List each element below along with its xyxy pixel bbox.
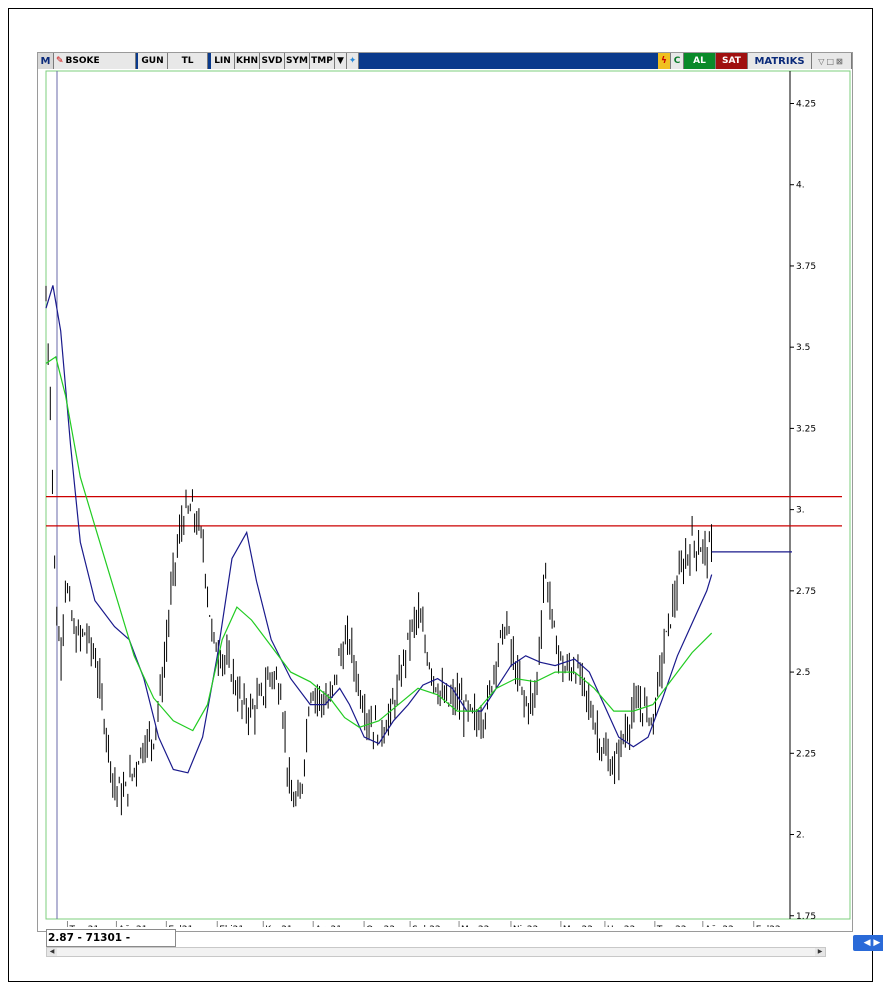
- price-readout: 2.87 - 71301 - 11:58:07: [46, 929, 176, 960]
- y-tick-label: 4.: [796, 181, 805, 191]
- khn-button[interactable]: KHN: [235, 53, 260, 69]
- x-tick-label: Tem21: [68, 925, 99, 927]
- ma-fast-line: [45, 285, 713, 774]
- y-tick-label: 1.75: [796, 912, 816, 922]
- x-tick-label: Ağu21: [118, 925, 147, 927]
- price-bars: [45, 285, 712, 816]
- outer-frame: [8, 8, 873, 982]
- x-tick-label: Şub22: [412, 925, 441, 927]
- x-tick-label: Oca22: [366, 925, 395, 927]
- y-tick-label: 3.75: [796, 262, 816, 272]
- brand-label: MATRIKS: [748, 53, 812, 69]
- x-tick-label: Haz22: [607, 925, 635, 927]
- horizontal-scrollbar[interactable]: ◀ ▶: [46, 947, 826, 957]
- scroll-left-icon[interactable]: ◀: [47, 948, 57, 956]
- chart-window: M ✎ BSOKE GUN TL LIN KHN SVD SYM TMP ▼ ✦…: [37, 52, 883, 960]
- x-tick-label: Eyl21: [168, 925, 193, 927]
- x-tick-label: Kas21: [265, 925, 292, 927]
- price-chart[interactable]: 1.75 2. 2.25 2.5 2.75 3. 3.25 3.5 3.75 4. 4.25 Tem2…: [38, 69, 852, 927]
- plot-frame: [45, 70, 851, 920]
- period-button[interactable]: GUN: [138, 53, 168, 69]
- lightning-icon[interactable]: ϟ: [658, 53, 671, 69]
- y-tick-label: 2.75: [796, 587, 816, 597]
- maximize-icon[interactable]: □: [826, 56, 836, 66]
- y-tick-label: 4.25: [796, 99, 816, 109]
- refresh-button[interactable]: C: [671, 53, 684, 69]
- window-controls: ▽ □ ⊠: [812, 53, 852, 69]
- y-tick-label: 2.5: [796, 668, 810, 678]
- symbol-selector[interactable]: ✎ BSOKE: [54, 53, 136, 69]
- ma-slow-line: [45, 355, 713, 732]
- y-tick-label: 2.25: [796, 749, 816, 759]
- y-tick-label: 3.25: [796, 424, 816, 434]
- x-tick-label: Tem22: [656, 925, 687, 927]
- currency-button[interactable]: TL: [168, 53, 208, 69]
- sell-button[interactable]: SAT: [716, 53, 748, 69]
- chart-toolbar: M ✎ BSOKE GUN TL LIN KHN SVD SYM TMP ▼ ✦…: [38, 53, 852, 69]
- pin-icon: ✎: [56, 56, 64, 66]
- x-tick-label: Mar22: [461, 925, 489, 927]
- navigation-arrows-icon[interactable]: ◀ ▶: [853, 935, 883, 951]
- matriks-logo-icon[interactable]: M: [38, 53, 54, 69]
- y-tick-label: 3.: [796, 506, 805, 516]
- minimize-icon[interactable]: ▽: [818, 56, 827, 66]
- x-tick-label: Ara21: [315, 925, 342, 927]
- scroll-right-icon[interactable]: ▶: [815, 948, 825, 956]
- symbol-label: BSOKE: [65, 56, 100, 66]
- y-tick-label: 2.: [796, 831, 805, 841]
- x-tick-label: Eki21: [219, 925, 244, 927]
- x-tick-label: Eyl22: [756, 925, 781, 927]
- close-icon[interactable]: ⊠: [836, 56, 845, 66]
- x-tick-label: Nis22: [513, 925, 538, 927]
- svd-button[interactable]: SVD: [260, 53, 285, 69]
- lin-button[interactable]: LIN: [211, 53, 235, 69]
- twitter-bird-icon[interactable]: ✦: [347, 53, 359, 69]
- buy-button[interactable]: AL: [684, 53, 716, 69]
- sym-button[interactable]: SYM: [285, 53, 310, 69]
- tmp-button[interactable]: TMP: [310, 53, 335, 69]
- x-tick-label: May22: [563, 925, 593, 927]
- toolbar-spacer: [359, 53, 658, 69]
- dropdown-arrow-icon[interactable]: ▼: [335, 53, 347, 69]
- x-tick-label: Ağu22: [705, 925, 734, 927]
- y-tick-label: 3.5: [796, 343, 810, 353]
